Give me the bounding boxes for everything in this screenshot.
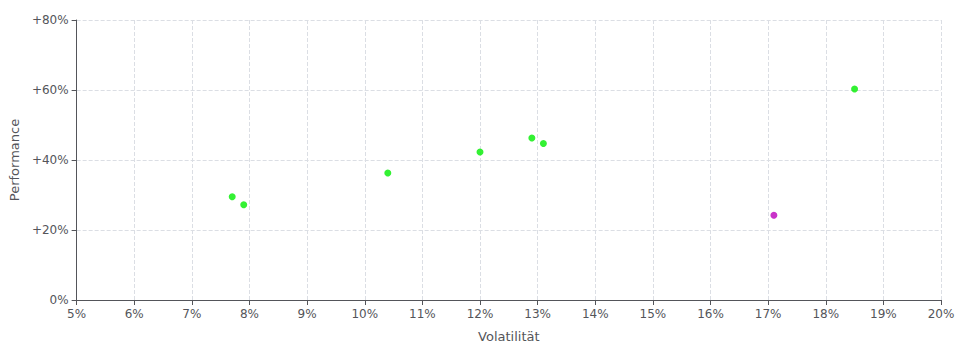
svg-text:+80%: +80% [32, 13, 69, 27]
svg-text:10%: 10% [351, 307, 378, 321]
svg-text:8%: 8% [240, 307, 259, 321]
svg-text:13%: 13% [524, 307, 551, 321]
svg-text:16%: 16% [697, 307, 724, 321]
svg-text:11%: 11% [409, 307, 436, 321]
svg-text:Volatilität: Volatilität [478, 329, 540, 344]
svg-text:5%: 5% [67, 307, 86, 321]
svg-text:+60%: +60% [32, 83, 69, 97]
svg-text:14%: 14% [582, 307, 609, 321]
svg-text:+20%: +20% [32, 223, 69, 237]
svg-text:Performance: Performance [7, 119, 22, 201]
svg-text:12%: 12% [467, 307, 494, 321]
svg-text:20%: 20% [928, 307, 955, 321]
svg-text:9%: 9% [298, 307, 317, 321]
svg-text:18%: 18% [812, 307, 839, 321]
svg-text:+40%: +40% [32, 153, 69, 167]
svg-text:7%: 7% [182, 307, 201, 321]
svg-text:19%: 19% [870, 307, 897, 321]
svg-text:6%: 6% [125, 307, 144, 321]
svg-text:0%: 0% [50, 293, 69, 307]
svg-text:17%: 17% [755, 307, 782, 321]
svg-text:15%: 15% [640, 307, 667, 321]
